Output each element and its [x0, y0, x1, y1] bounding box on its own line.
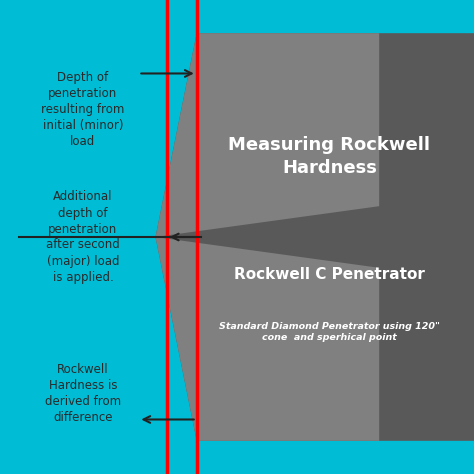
Text: Rockwell C Penetrator: Rockwell C Penetrator — [234, 267, 425, 283]
Text: Depth of
penetration
resulting from
initial (minor)
load: Depth of penetration resulting from init… — [41, 71, 125, 147]
Text: Rockwell
Hardness is
derived from
difference: Rockwell Hardness is derived from differ… — [45, 363, 121, 424]
Polygon shape — [155, 33, 379, 237]
Text: Additional
depth of
penetration
after second
(major) load
is applied.: Additional depth of penetration after se… — [46, 191, 120, 283]
Polygon shape — [155, 237, 379, 441]
Text: Measuring Rockwell
Hardness: Measuring Rockwell Hardness — [228, 137, 430, 176]
Text: Standard Diamond Penetrator using 120"
cone  and sperhical point: Standard Diamond Penetrator using 120" c… — [219, 322, 440, 341]
Polygon shape — [155, 33, 474, 441]
